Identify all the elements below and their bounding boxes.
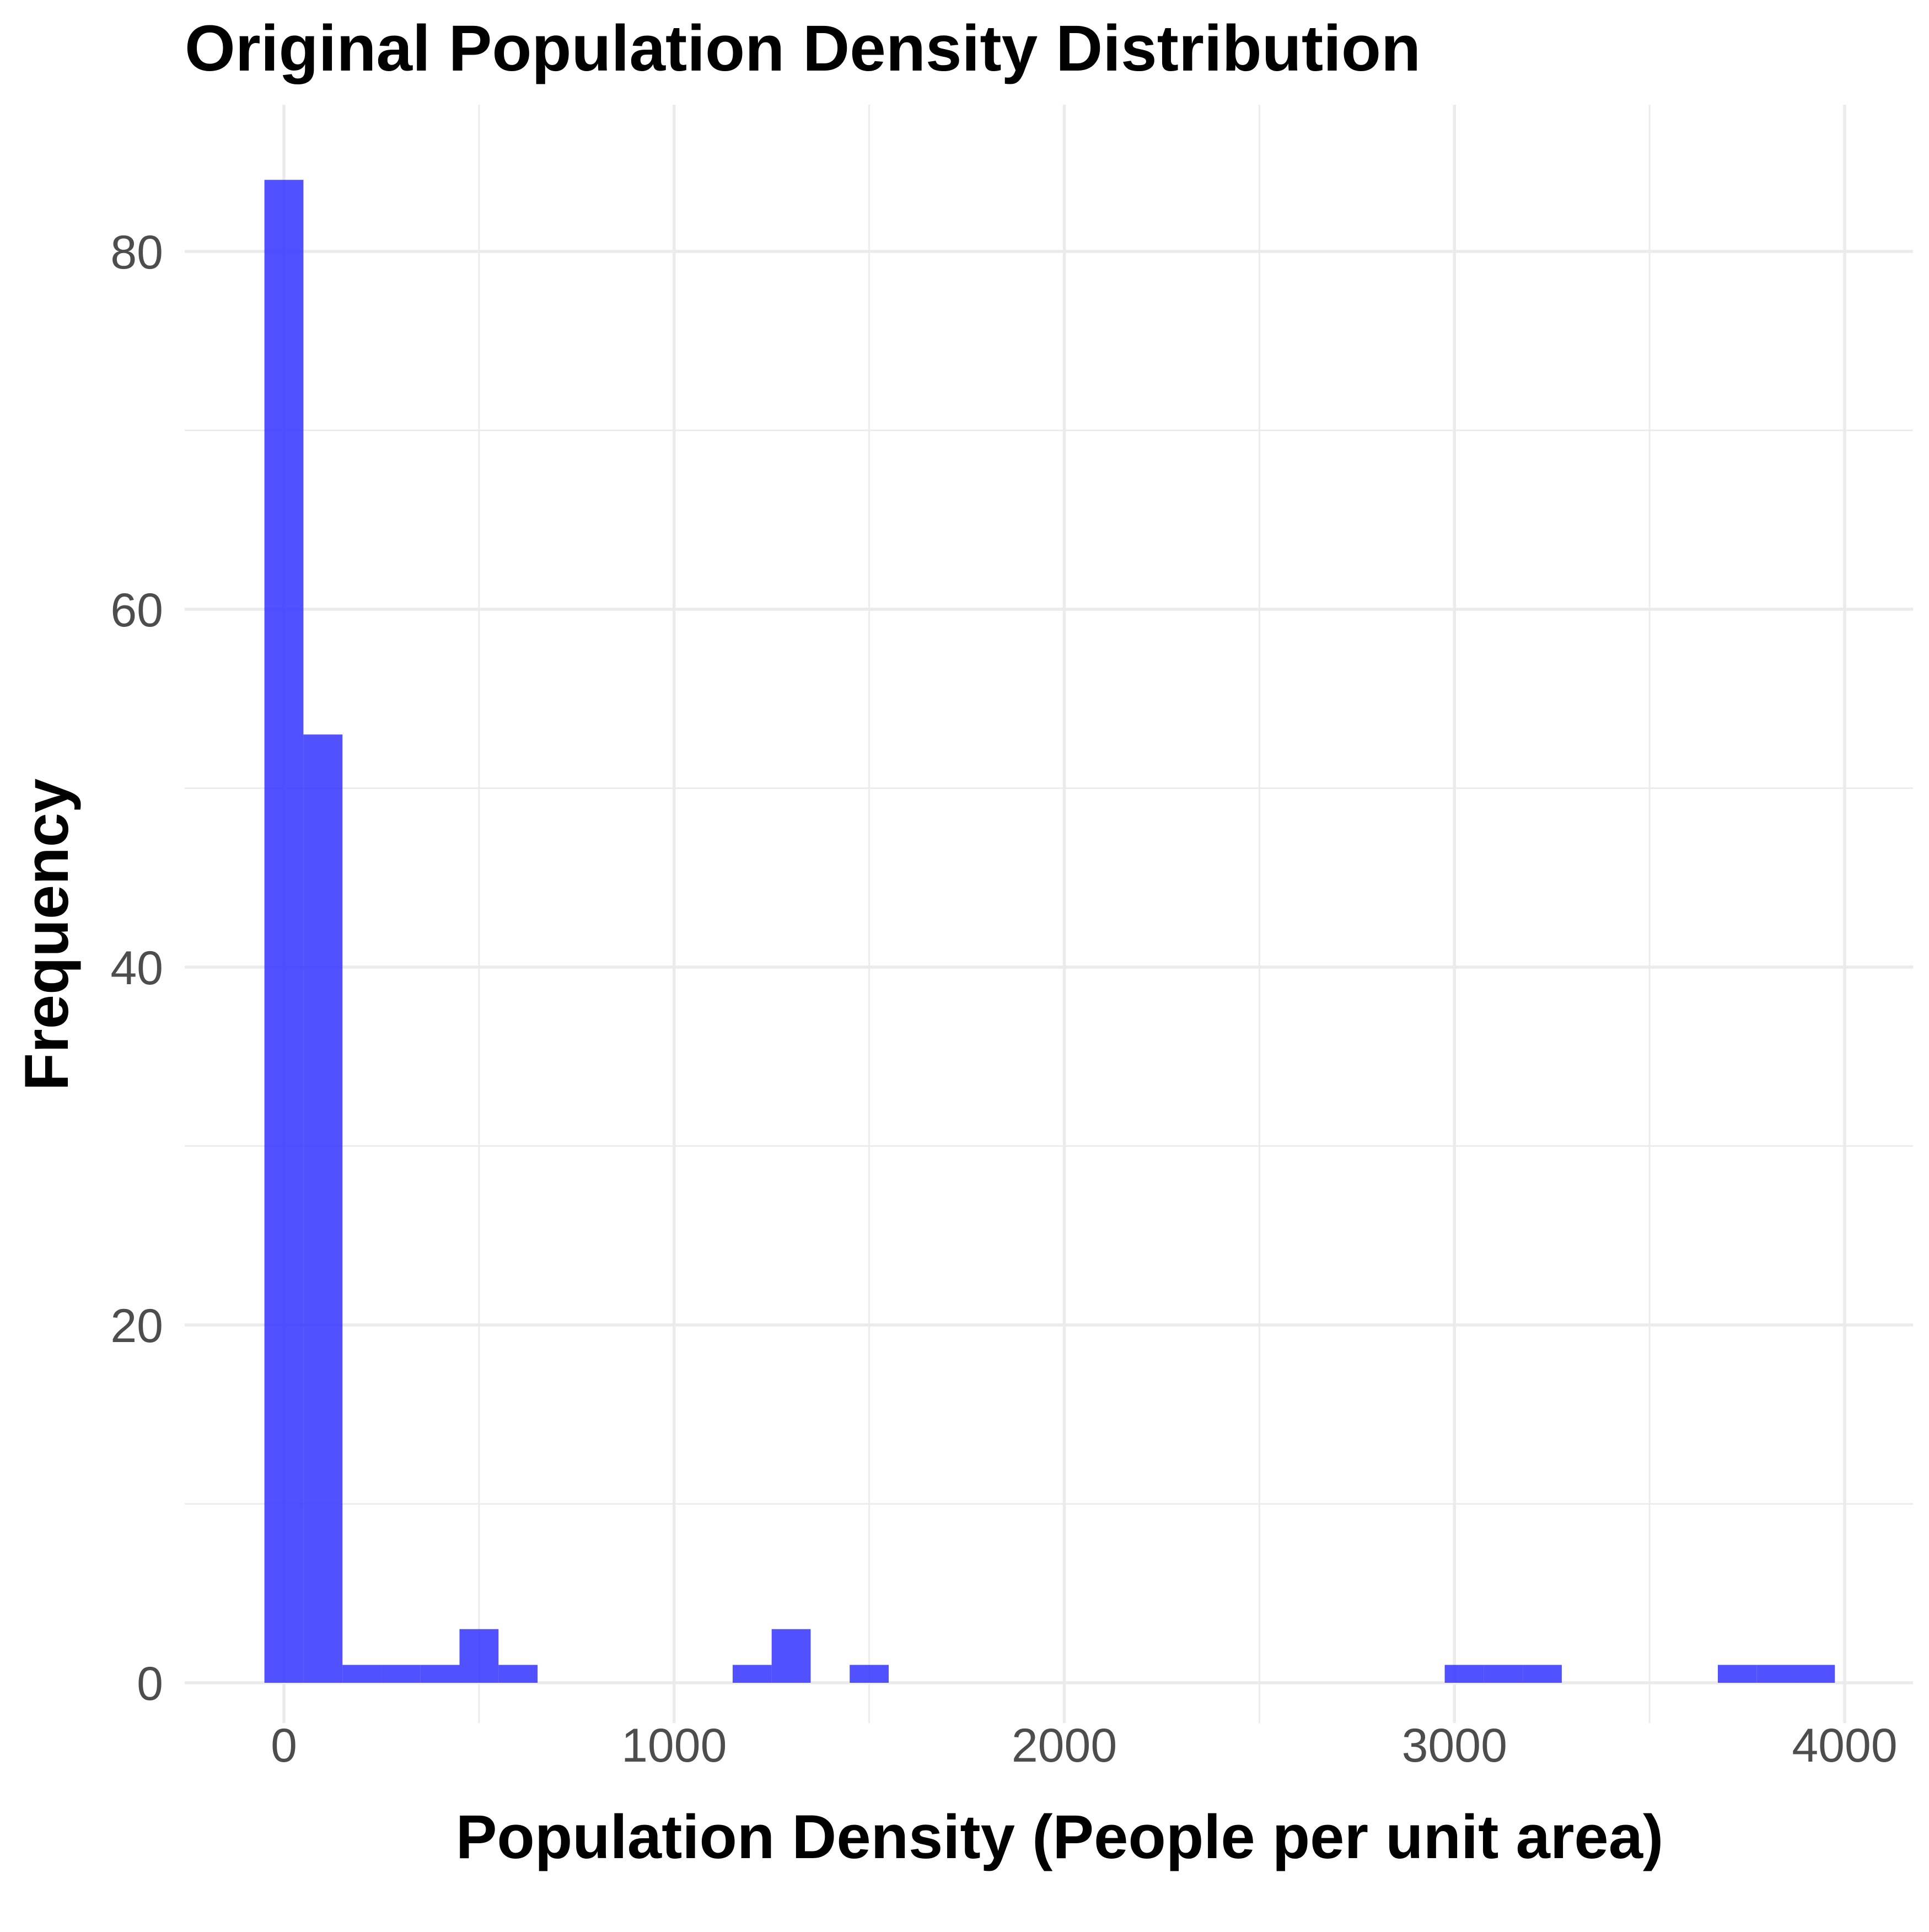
y-tick-label: 40 — [110, 942, 163, 995]
chart-title: Original Population Density Distribution — [185, 12, 1421, 85]
x-tick-label: 4000 — [1792, 1719, 1897, 1772]
x-tick-label: 2000 — [1012, 1719, 1117, 1772]
histogram-bars — [264, 180, 1835, 1683]
histogram-bar — [498, 1665, 538, 1683]
y-tick-label: 60 — [110, 584, 163, 637]
histogram-bar — [303, 734, 343, 1683]
grid-lines — [185, 105, 1913, 1723]
histogram-bar — [850, 1665, 889, 1683]
histogram-bar — [771, 1629, 811, 1683]
y-tick-label: 80 — [110, 226, 163, 279]
y-axis-title: Frequency — [12, 779, 81, 1091]
histogram-bar — [1484, 1665, 1523, 1683]
x-axis-title: Population Density (People per unit area… — [456, 1802, 1664, 1871]
x-axis-tick-labels: 0 1000 2000 3000 4000 — [271, 1719, 1898, 1772]
histogram-bar — [1444, 1665, 1484, 1683]
histogram-bar — [1756, 1665, 1796, 1683]
histogram-bar — [459, 1629, 499, 1683]
y-axis-tick-labels: 0 20 40 60 80 — [110, 226, 163, 1710]
histogram-bar — [1717, 1665, 1757, 1683]
histogram-bar — [1796, 1665, 1835, 1683]
histogram-bar — [1523, 1665, 1562, 1683]
y-tick-label: 0 — [137, 1657, 163, 1710]
x-tick-label: 3000 — [1402, 1719, 1507, 1772]
x-tick-label: 0 — [271, 1719, 297, 1772]
y-tick-label: 20 — [110, 1300, 163, 1353]
histogram-bar — [381, 1665, 421, 1683]
histogram-bar — [420, 1665, 460, 1683]
histogram-bar — [732, 1665, 772, 1683]
x-tick-label: 1000 — [621, 1719, 727, 1772]
histogram-bar — [264, 180, 304, 1683]
histogram-bar — [342, 1665, 381, 1683]
